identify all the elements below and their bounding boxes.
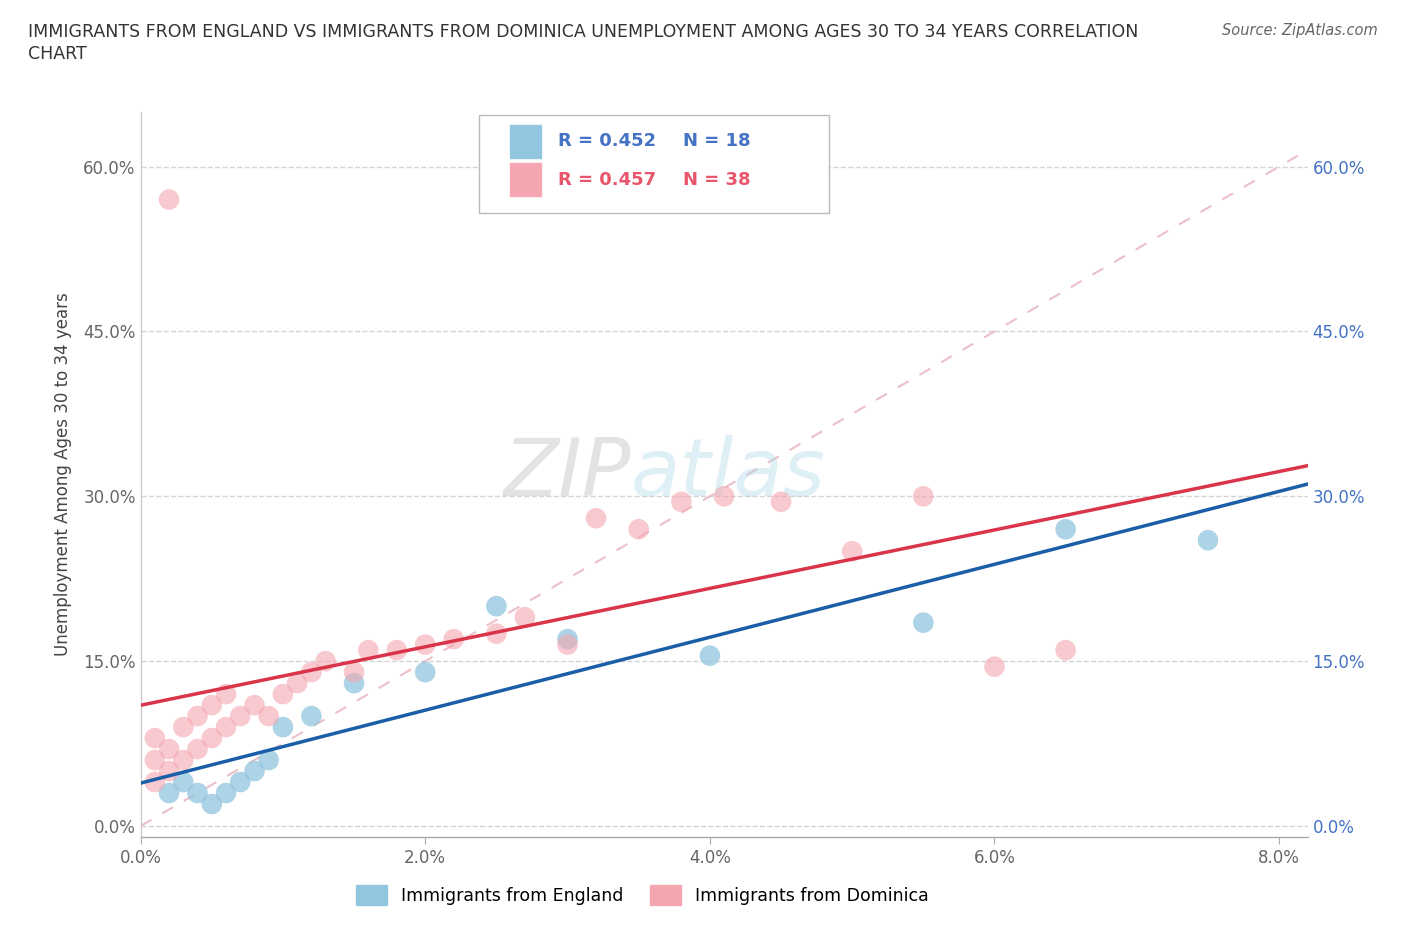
Point <box>585 511 607 525</box>
Point <box>343 665 366 680</box>
Text: atlas: atlas <box>631 435 825 513</box>
Point <box>299 665 322 680</box>
Point <box>557 637 579 652</box>
Point <box>271 720 294 735</box>
Point <box>215 786 238 801</box>
Point <box>841 544 863 559</box>
Point <box>1054 643 1077 658</box>
Point <box>172 752 194 767</box>
Point <box>699 648 721 663</box>
Point <box>201 797 224 812</box>
Point <box>557 631 579 646</box>
Point <box>443 631 465 646</box>
Point <box>243 698 266 712</box>
Point <box>157 741 180 756</box>
Point <box>143 752 166 767</box>
Point <box>983 659 1005 674</box>
Point <box>1197 533 1219 548</box>
Point <box>912 616 935 631</box>
Point <box>201 731 224 746</box>
Text: CHART: CHART <box>28 45 87 62</box>
Point <box>229 775 252 790</box>
Point <box>285 676 308 691</box>
Point <box>157 786 180 801</box>
Point <box>485 626 508 641</box>
Text: N = 18: N = 18 <box>683 132 751 151</box>
Text: R = 0.452: R = 0.452 <box>558 132 657 151</box>
Point <box>157 764 180 778</box>
Point <box>385 643 408 658</box>
FancyBboxPatch shape <box>509 124 543 159</box>
Point <box>343 676 366 691</box>
Point <box>513 610 536 625</box>
Point <box>172 720 194 735</box>
Point <box>315 654 337 669</box>
Point <box>1054 522 1077 537</box>
Point <box>215 686 238 701</box>
Text: Source: ZipAtlas.com: Source: ZipAtlas.com <box>1222 23 1378 38</box>
Point <box>143 731 166 746</box>
Point <box>271 686 294 701</box>
Point <box>143 775 166 790</box>
Point <box>172 775 194 790</box>
Point <box>186 741 208 756</box>
Point <box>713 489 735 504</box>
Point <box>357 643 380 658</box>
Point <box>257 752 280 767</box>
Point <box>186 709 208 724</box>
FancyBboxPatch shape <box>479 115 830 213</box>
Point <box>912 489 935 504</box>
Point <box>157 193 180 207</box>
Point <box>413 637 436 652</box>
Text: IMMIGRANTS FROM ENGLAND VS IMMIGRANTS FROM DOMINICA UNEMPLOYMENT AMONG AGES 30 T: IMMIGRANTS FROM ENGLAND VS IMMIGRANTS FR… <box>28 23 1139 41</box>
Point <box>413 665 436 680</box>
Point <box>485 599 508 614</box>
Point <box>186 786 208 801</box>
Y-axis label: Unemployment Among Ages 30 to 34 years: Unemployment Among Ages 30 to 34 years <box>53 292 72 657</box>
Legend: Immigrants from England, Immigrants from Dominica: Immigrants from England, Immigrants from… <box>349 878 935 911</box>
Text: R = 0.457: R = 0.457 <box>558 171 657 189</box>
Point <box>627 522 650 537</box>
Point <box>299 709 322 724</box>
Point <box>243 764 266 778</box>
Point <box>257 709 280 724</box>
Point <box>201 698 224 712</box>
Text: ZIP: ZIP <box>503 435 631 513</box>
Point <box>671 495 693 510</box>
FancyBboxPatch shape <box>509 163 543 197</box>
Point <box>769 495 792 510</box>
Point <box>229 709 252 724</box>
Text: N = 38: N = 38 <box>683 171 751 189</box>
Point <box>215 720 238 735</box>
